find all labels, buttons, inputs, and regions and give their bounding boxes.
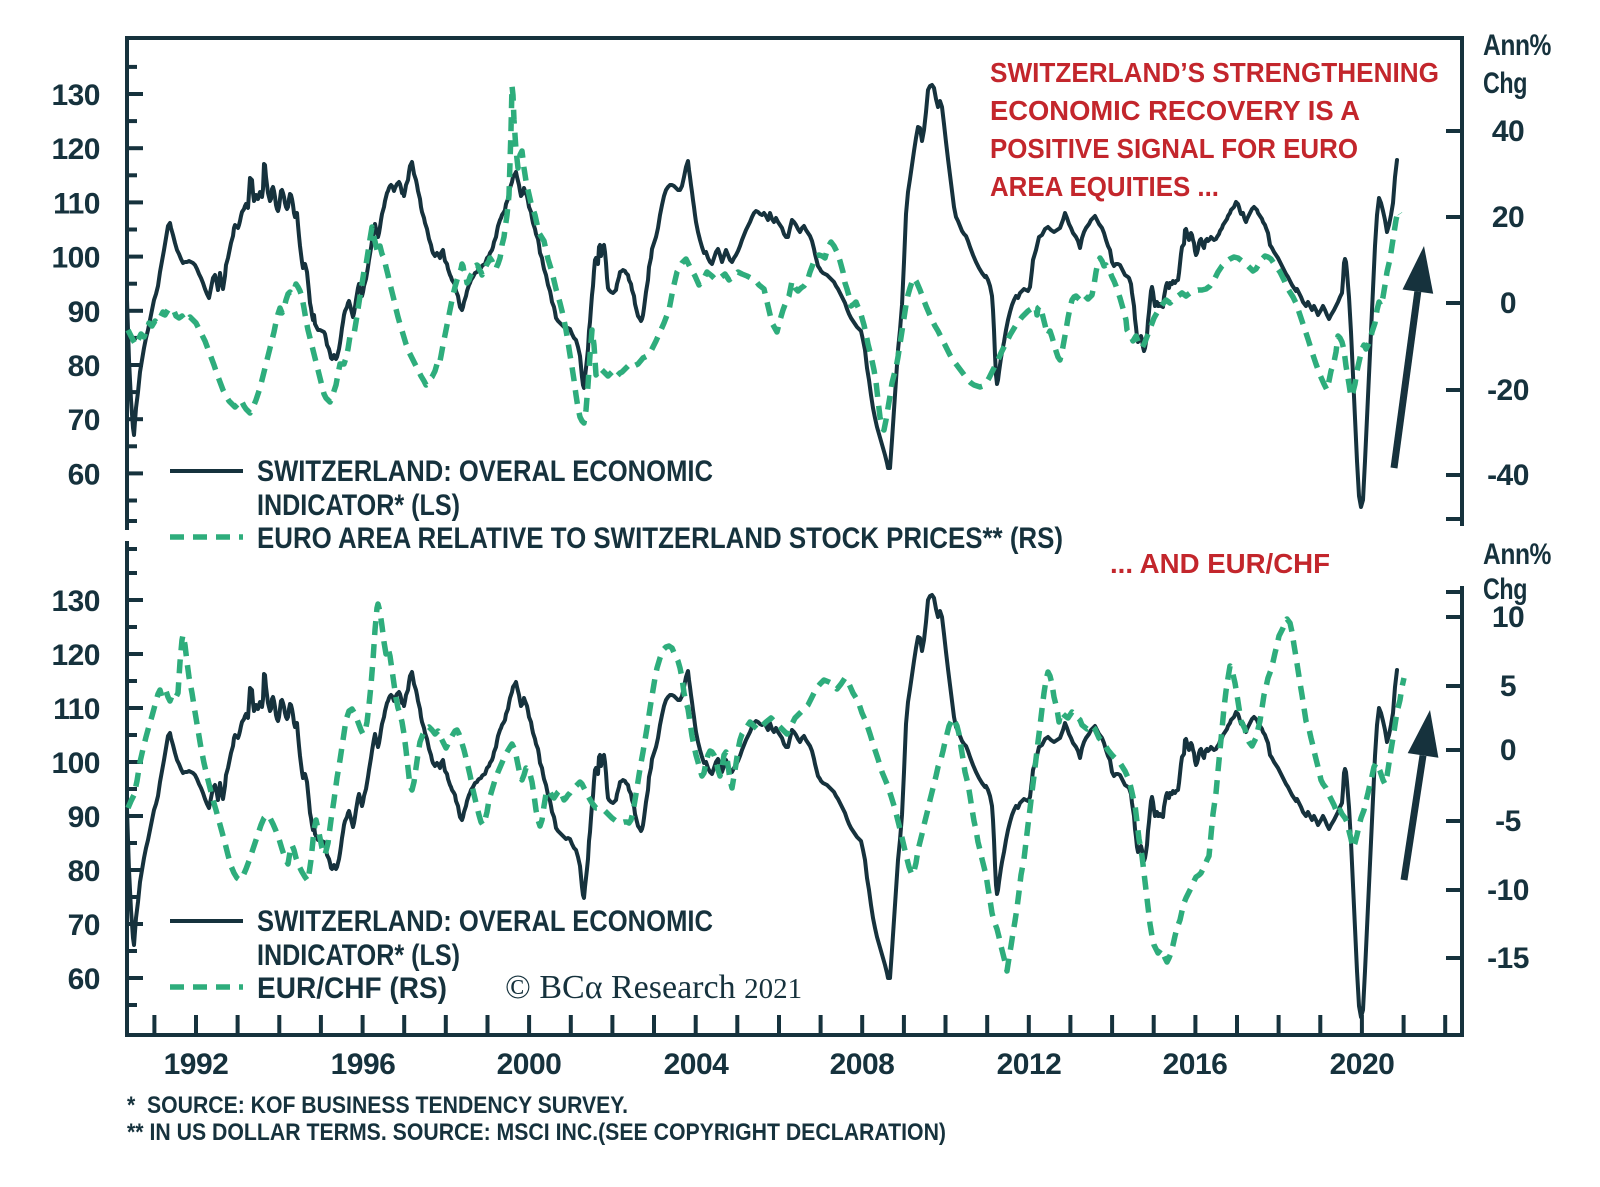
svg-text:Chg: Chg bbox=[1483, 573, 1527, 606]
svg-text:90: 90 bbox=[68, 801, 100, 834]
svg-text:80: 80 bbox=[68, 855, 100, 888]
svg-text:70: 70 bbox=[68, 909, 100, 942]
svg-text:1992: 1992 bbox=[164, 1048, 229, 1081]
svg-text:-40: -40 bbox=[1487, 459, 1529, 492]
svg-text:2008: 2008 bbox=[830, 1048, 895, 1081]
svg-text:5: 5 bbox=[1500, 670, 1516, 703]
svg-text:... AND EUR/CHF: ... AND EUR/CHF bbox=[1110, 548, 1330, 579]
svg-text:2012: 2012 bbox=[997, 1048, 1062, 1081]
svg-text:0: 0 bbox=[1500, 287, 1516, 320]
svg-text:-15: -15 bbox=[1487, 942, 1529, 975]
svg-text:SWITZERLAND: OVERAL ECONOMIC: SWITZERLAND: OVERAL ECONOMIC bbox=[257, 905, 713, 938]
svg-text:Chg: Chg bbox=[1483, 67, 1527, 100]
svg-text:10: 10 bbox=[1492, 601, 1524, 634]
svg-text:-5: -5 bbox=[1495, 805, 1521, 838]
svg-text:120: 120 bbox=[51, 133, 100, 166]
svg-text:90: 90 bbox=[68, 296, 100, 329]
svg-text:60: 60 bbox=[68, 963, 100, 996]
svg-text:ECONOMIC RECOVERY IS A: ECONOMIC RECOVERY IS A bbox=[990, 95, 1360, 126]
svg-text:100: 100 bbox=[51, 242, 100, 275]
svg-text:© BCα Research 2021: © BCα Research 2021 bbox=[505, 969, 802, 1006]
svg-text:40: 40 bbox=[1492, 115, 1524, 148]
svg-text:-20: -20 bbox=[1487, 374, 1529, 407]
svg-text:0: 0 bbox=[1500, 734, 1516, 767]
svg-text:20: 20 bbox=[1492, 201, 1524, 234]
svg-text:Ann%: Ann% bbox=[1483, 538, 1551, 571]
svg-text:2016: 2016 bbox=[1163, 1048, 1228, 1081]
svg-text:-10: -10 bbox=[1487, 874, 1529, 907]
svg-text:INDICATOR* (LS): INDICATOR* (LS) bbox=[257, 939, 460, 972]
svg-text:SWITZERLAND: OVERAL ECONOMIC: SWITZERLAND: OVERAL ECONOMIC bbox=[257, 455, 713, 488]
svg-text:2020: 2020 bbox=[1330, 1048, 1395, 1081]
svg-text:120: 120 bbox=[51, 639, 100, 672]
svg-text:80: 80 bbox=[68, 350, 100, 383]
svg-text:110: 110 bbox=[53, 693, 100, 726]
svg-text:* SOURCE: KOF BUSINESS TENDEN: * SOURCE: KOF BUSINESS TENDENCY SURVEY. bbox=[127, 1092, 628, 1119]
svg-text:70: 70 bbox=[68, 404, 100, 437]
svg-text:AREA EQUITIES ...: AREA EQUITIES ... bbox=[990, 171, 1219, 202]
svg-text:100: 100 bbox=[51, 747, 100, 780]
svg-text:2004: 2004 bbox=[664, 1048, 730, 1081]
svg-text:** IN US DOLLAR TERMS. SOURCE:: ** IN US DOLLAR TERMS. SOURCE: MSCI INC.… bbox=[127, 1119, 946, 1146]
svg-text:130: 130 bbox=[51, 585, 100, 618]
svg-text:INDICATOR* (LS): INDICATOR* (LS) bbox=[257, 489, 460, 522]
svg-text:EUR/CHF (RS): EUR/CHF (RS) bbox=[257, 972, 447, 1005]
svg-text:60: 60 bbox=[68, 458, 100, 491]
svg-text:EURO AREA RELATIVE TO SWITZERL: EURO AREA RELATIVE TO SWITZERLAND STOCK … bbox=[257, 522, 1063, 555]
svg-text:130: 130 bbox=[51, 79, 100, 112]
svg-text:2000: 2000 bbox=[497, 1048, 562, 1081]
svg-text:Ann%: Ann% bbox=[1483, 29, 1551, 62]
svg-text:SWITZERLAND’S STRENGTHENING: SWITZERLAND’S STRENGTHENING bbox=[990, 57, 1439, 88]
svg-text:POSITIVE SIGNAL FOR EURO: POSITIVE SIGNAL FOR EURO bbox=[990, 133, 1358, 164]
svg-text:1996: 1996 bbox=[331, 1048, 396, 1081]
svg-text:110: 110 bbox=[53, 187, 100, 220]
